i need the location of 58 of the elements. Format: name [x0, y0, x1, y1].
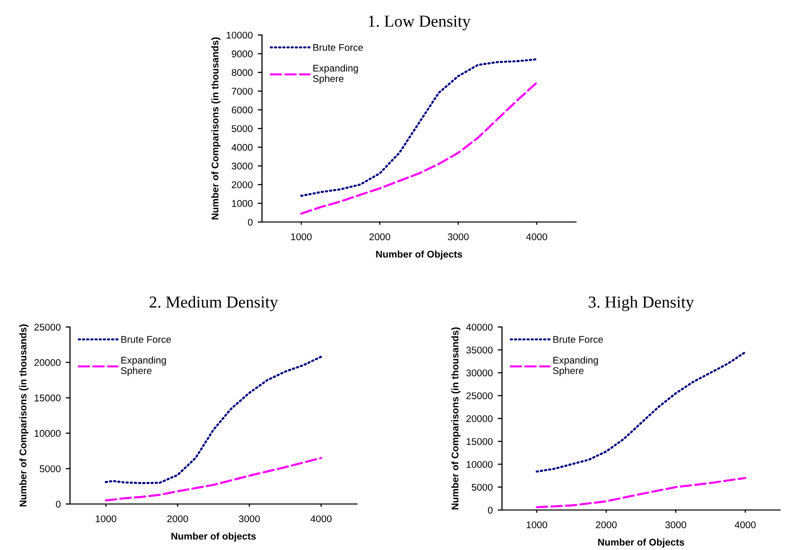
x-tick-label: 4000 — [310, 515, 332, 522]
x-tick-label: 2000 — [369, 233, 390, 240]
y-tick-label: 15000 — [466, 438, 493, 445]
x-tick-label: 3000 — [448, 233, 469, 240]
y-tick-label: 5000 — [472, 484, 493, 491]
legend-label: Brute Force — [553, 336, 603, 343]
y-tick-label: 1000 — [232, 200, 253, 207]
legend-label: Expanding Sphere — [553, 356, 598, 376]
y-axis-title: Number of Comparisons (in thousands) — [451, 327, 460, 510]
chart-title: 2. Medium Density — [150, 296, 278, 312]
x-tick-label: 2000 — [596, 521, 617, 528]
line-series — [104, 456, 322, 502]
chart-title: 3. High Density — [588, 296, 694, 312]
y-tick-label: 40000 — [466, 324, 493, 331]
legend-label: Expanding Sphere — [313, 64, 358, 84]
y-axis-title: Number of Comparisons (in thousands) — [211, 37, 220, 220]
x-axis-title: Number of Objects — [598, 538, 684, 548]
legend-label: Brute Force — [121, 336, 171, 343]
y-tick-label: 10000 — [34, 430, 61, 437]
y-tick-label: 0 — [56, 500, 61, 508]
legend-label: Expanding Sphere — [121, 356, 166, 376]
line-series — [536, 476, 746, 508]
x-tick-label: 3000 — [238, 515, 260, 522]
legend-label: Brute Force — [313, 44, 363, 51]
y-tick-label: 0 — [488, 506, 493, 514]
line-series — [104, 356, 322, 484]
y-tick-label: 10000 — [226, 32, 253, 39]
y-tick-label: 30000 — [466, 369, 493, 376]
y-tick-label: 10000 — [466, 460, 493, 468]
x-tick-label: 2000 — [167, 515, 188, 522]
y-tick-label: 3000 — [232, 162, 253, 170]
x-tick-label: 3000 — [665, 521, 686, 528]
line-series — [300, 58, 538, 197]
y-tick-label: 25000 — [34, 324, 61, 331]
y-tick-label: 20000 — [466, 415, 493, 422]
x-axis-title: Number of Objects — [376, 250, 462, 260]
y-tick-label: 8000 — [232, 69, 253, 76]
x-tick-label: 4000 — [734, 521, 756, 528]
y-tick-label: 35000 — [466, 346, 493, 354]
y-tick-label: 6000 — [232, 106, 253, 114]
y-tick-label: 2000 — [232, 181, 253, 188]
x-tick-label: 1000 — [291, 233, 312, 240]
y-tick-label: 5000 — [232, 125, 253, 132]
y-tick-label: 15000 — [34, 394, 61, 402]
y-axis-title: Number of Comparisons (in thousands) — [19, 324, 28, 506]
x-tick-label: 1000 — [526, 521, 548, 528]
x-tick-label: 1000 — [96, 515, 116, 522]
y-tick-label: 4000 — [232, 144, 253, 151]
x-axis-title: Number of objects — [171, 532, 256, 542]
y-tick-label: 9000 — [232, 50, 253, 58]
y-tick-label: 0 — [248, 218, 253, 226]
x-tick-label: 4000 — [526, 233, 548, 240]
y-tick-label: 25000 — [466, 392, 493, 400]
y-tick-label: 7000 — [232, 88, 253, 95]
line-series — [536, 351, 746, 473]
y-tick-label: 5000 — [40, 465, 61, 472]
y-tick-label: 20000 — [34, 359, 61, 366]
chart-title: 1. Low Density — [368, 16, 471, 30]
